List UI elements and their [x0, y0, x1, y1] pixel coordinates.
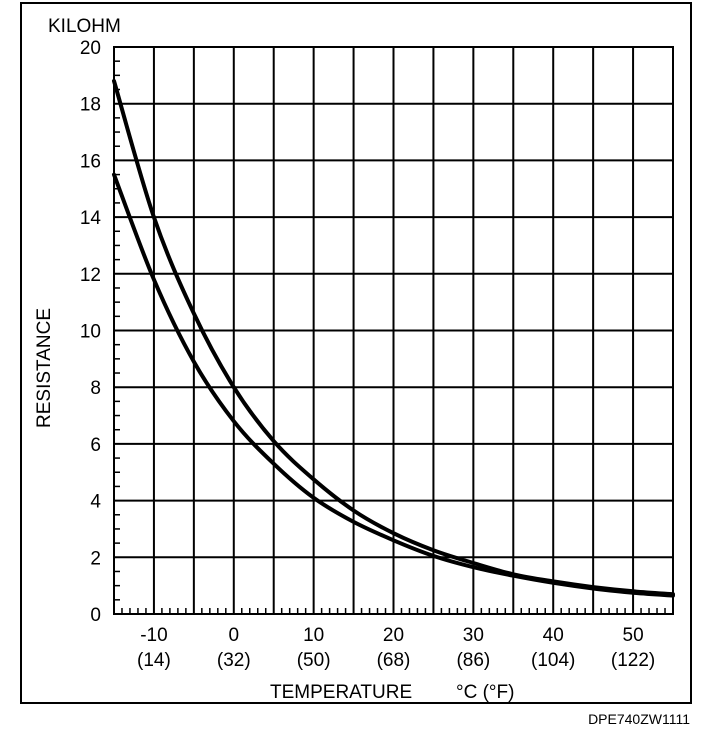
units-label: KILOHM [48, 16, 121, 37]
y-tick-label: 2 [90, 548, 101, 569]
x-tick-label-fahrenheit: (122) [611, 650, 655, 671]
x-tick-label-fahrenheit: (32) [217, 650, 251, 671]
x-tick-label-celsius: 10 [303, 625, 324, 646]
figure-border [20, 2, 692, 704]
y-tick-labels: 0 2 4 6 8 10 12 14 16 18 20 [80, 38, 102, 626]
y-tick-label: 4 [90, 492, 101, 513]
figure-code: DPE740ZW1111 [588, 711, 690, 727]
x-tick-label-celsius: 40 [543, 625, 564, 646]
y-tick-label: 6 [90, 435, 101, 456]
x-tick-label-fahrenheit: (50) [297, 650, 331, 671]
series-lines [112, 79, 675, 598]
x-tick-label-fahrenheit: (104) [531, 650, 575, 671]
y-tick-label: 18 [80, 95, 101, 116]
grid [114, 47, 673, 614]
x-tick-label-fahrenheit: (68) [377, 650, 411, 671]
y-tick-label: 14 [80, 208, 102, 229]
x-axis-unit-label: °C (°F) [456, 682, 514, 703]
y-tick-label: 10 [80, 322, 101, 343]
x-tick-label-celsius: 20 [383, 625, 404, 646]
y-axis-label: RESISTANCE [34, 308, 55, 428]
x-tick-label-fahrenheit: (14) [137, 650, 171, 671]
x-tick-label-celsius: -10 [140, 625, 167, 646]
plot-area [113, 46, 674, 615]
x-tick-labels: -10 (14) 0 (32) 10 (50) 20 (68) 30 (86) 40 (104) 50 (… [137, 625, 655, 671]
y-tick-label: 12 [80, 265, 101, 286]
y-tick-label: 0 [90, 605, 101, 626]
x-tick-label-celsius: 30 [463, 625, 484, 646]
y-tick-label: 8 [90, 378, 101, 399]
y-tick-label: 20 [80, 38, 101, 59]
y-tick-label: 16 [80, 151, 101, 172]
x-tick-label-celsius: 0 [228, 625, 239, 646]
series-line-lower [112, 172, 675, 598]
x-tick-label-fahrenheit: (86) [456, 650, 490, 671]
x-axis-label: TEMPERATURE [270, 682, 412, 703]
x-tick-label-celsius: 50 [623, 625, 644, 646]
